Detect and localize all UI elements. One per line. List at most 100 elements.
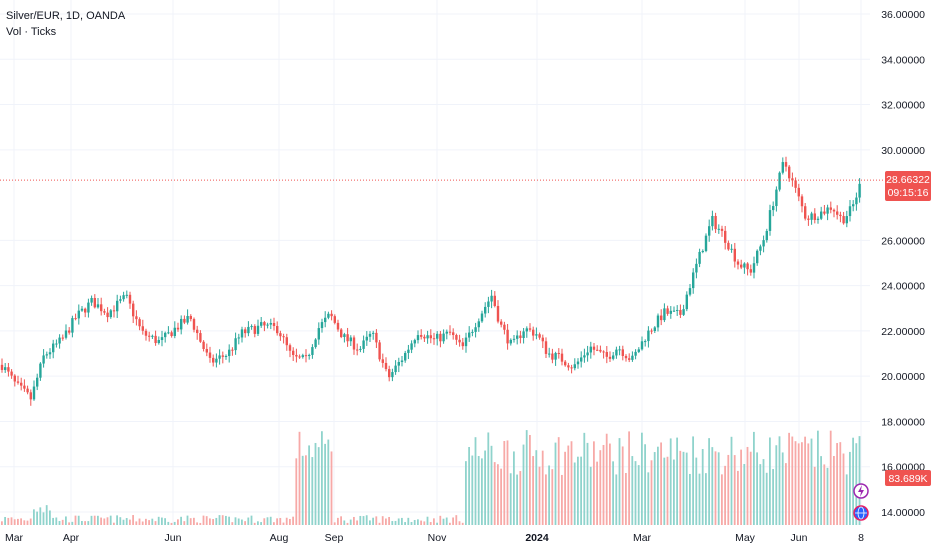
candle — [522, 327, 525, 344]
volume-bar — [541, 450, 544, 525]
candle — [234, 332, 237, 355]
volume-bar — [193, 517, 195, 525]
volume-bar — [724, 465, 726, 525]
candle — [96, 297, 100, 309]
candle — [394, 360, 397, 375]
volume-bar — [129, 519, 131, 525]
volume-bar — [333, 522, 336, 525]
candle — [740, 259, 743, 270]
volume-bar — [535, 450, 538, 525]
candle — [541, 334, 544, 349]
candle — [148, 331, 151, 342]
volume-bar — [618, 438, 621, 525]
volume-bar — [525, 430, 528, 525]
candle — [551, 348, 554, 364]
volume-bar — [298, 431, 301, 525]
candle — [762, 235, 765, 253]
volume-bar — [516, 474, 518, 525]
volume-bar — [29, 518, 32, 525]
volume-bar — [637, 465, 640, 525]
candle — [247, 321, 250, 337]
lightning-icon[interactable] — [853, 483, 869, 499]
volume-bar — [170, 522, 173, 525]
volume-bar — [551, 469, 554, 525]
candle — [647, 326, 650, 348]
volume-bar — [365, 515, 368, 525]
candle — [823, 204, 826, 216]
candle — [749, 264, 752, 276]
candle — [330, 310, 333, 321]
candle — [618, 345, 621, 356]
candle — [525, 326, 528, 338]
candle — [714, 212, 717, 233]
time-tick-label: 8 — [858, 532, 864, 544]
candle — [487, 296, 490, 314]
grid-lines — [0, 0, 870, 525]
candle — [423, 334, 426, 342]
volume-bar — [692, 436, 694, 525]
symbol-title[interactable]: Silver/EUR, 1D, OANDA — [6, 10, 126, 22]
volume-bar — [609, 443, 611, 525]
volume-bar — [532, 456, 534, 525]
candle — [544, 337, 548, 358]
volume-bar — [327, 439, 330, 525]
price-axis[interactable]: 36.00000 34.00000 32.00000 30.00000 26.00000… — [881, 9, 925, 519]
candle — [592, 342, 596, 356]
volume-bar — [797, 443, 800, 525]
volume-bar — [621, 446, 624, 525]
volume-indicator-title[interactable]: Vol · Ticks — [6, 26, 57, 38]
candle — [634, 349, 637, 360]
price-badge: 28.66322 09:15:16 — [885, 171, 931, 201]
candle — [176, 322, 180, 332]
volume-bar — [109, 515, 112, 525]
volume-bar — [308, 445, 310, 525]
volume-bar — [666, 456, 669, 525]
candle — [772, 201, 775, 217]
candle — [788, 164, 791, 182]
candle — [180, 315, 183, 335]
candle — [202, 340, 205, 352]
candle — [212, 354, 215, 367]
candle — [276, 321, 279, 336]
candle — [263, 320, 266, 332]
candle — [324, 311, 327, 328]
volume-bar — [698, 473, 701, 525]
volume-bar — [337, 517, 339, 525]
candle — [464, 332, 468, 353]
volume-bar — [538, 466, 541, 525]
volume-bar — [490, 445, 493, 525]
volume-bar — [663, 457, 666, 525]
price-tick-label: 32.00000 — [881, 100, 925, 112]
volume-bar — [36, 511, 38, 525]
candle — [269, 318, 272, 330]
candle — [48, 348, 52, 359]
candle — [285, 333, 288, 351]
candle — [477, 318, 480, 332]
candle — [144, 328, 148, 341]
candle — [391, 368, 394, 382]
volume-bar — [586, 442, 589, 525]
candle — [122, 291, 125, 302]
volume-bar — [4, 516, 6, 525]
volume-bar — [257, 521, 259, 525]
volume-bar — [356, 520, 358, 525]
volume-bar — [161, 517, 163, 525]
candle — [320, 318, 324, 333]
volume-bar — [647, 472, 650, 525]
time-axis[interactable]: Mar Apr Jun Aug Sep Nov 2024 Mar May Jun 8 — [5, 532, 864, 544]
candle — [128, 291, 132, 309]
globe-icon[interactable] — [853, 505, 869, 521]
candle — [343, 332, 346, 343]
time-tick-label: Sep — [325, 532, 344, 544]
price-tick-label: 18.00000 — [881, 416, 925, 428]
volume-bar — [801, 442, 803, 525]
volume-bar — [474, 437, 477, 525]
candle — [189, 314, 192, 322]
candle — [74, 313, 77, 321]
candle — [256, 319, 260, 337]
candle — [612, 352, 615, 361]
volume-bar — [173, 521, 176, 525]
volume-bar — [305, 455, 307, 525]
